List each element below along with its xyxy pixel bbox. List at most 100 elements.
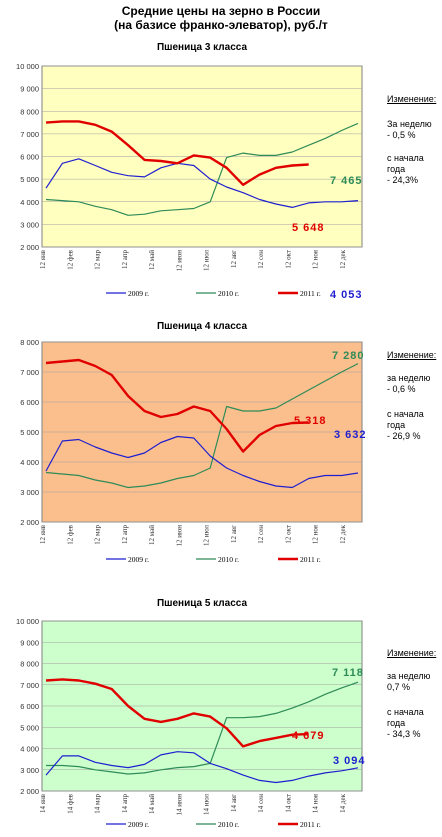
x-tick-label: 14 фев [66,793,74,813]
ytd-value: - 24,3% [387,175,419,185]
ytd-label-2: года [387,164,406,174]
x-tick-label: 14 окт [284,794,292,813]
change-panel: Изменение: за неделю - 0,6 % с начала года - … [387,350,442,442]
week-value: 0,7 % [387,682,411,692]
series-line-2009г [45,751,359,784]
last-value-label: 4 679 [292,730,325,742]
y-tick-label: 4 000 [20,458,39,467]
x-tick-label: 12 ноя [312,249,320,269]
x-tick-label: 14 май [148,794,156,814]
last-value-label: 7 118 [332,667,364,679]
x-tick-label: 12 окт [284,250,292,269]
x-tick-label: 14 июн [175,794,183,816]
y-tick-label: 8 000 [20,660,39,669]
y-tick-label: 8 000 [20,107,39,116]
ytd-label-2: года [387,718,406,728]
series-line-2010г [46,681,359,775]
x-tick-label: 14 авг [230,794,238,812]
last-value-label: 3 094 [333,755,366,767]
y-tick-label: 10 000 [16,62,39,71]
last-value-label: 7 280 [332,350,365,362]
y-tick-label: 5 000 [20,723,39,732]
legend-label: 2011 г. [300,289,321,298]
last-value-label: 3 632 [334,429,367,441]
x-tick-label: 14 ноя [312,793,320,813]
x-tick-label: 14 июл [203,793,211,815]
x-tick-label: 12 янв [39,524,47,544]
x-tick-label: 14 янв [39,793,47,813]
y-tick-label: 9 000 [20,638,39,647]
last-value-label: 5 318 [294,415,327,427]
ytd-label-1: с начала [387,707,424,717]
y-tick-label: 4 000 [20,198,39,207]
y-tick-label: 6 000 [20,398,39,407]
series-line-2011г [45,358,309,453]
x-tick-label: 12 окт [284,525,292,544]
y-tick-label: 7 000 [20,681,39,690]
y-tick-label: 3 000 [20,220,39,229]
x-tick-label: 14 мар [94,794,102,814]
series-line-2009г [45,435,359,489]
ytd-label-1: с начала [387,153,424,163]
chart-svg: 2 000 3 000 4 000 5 000 6 000 7 000 8 000 12 ян… [20,338,367,564]
ytd-value: - 34,3 % [387,729,421,739]
last-value-label: 4 053 [330,289,363,301]
y-tick-label: 5 000 [20,175,39,184]
x-tick-label: 12 фев [66,524,74,544]
change-panel: Изменение: За неделю - 0,5 % с начала года - … [387,94,442,186]
week-label: за неделю [387,373,431,383]
series-line-2011г [45,120,309,187]
y-tick-label: 6 000 [20,702,39,711]
y-tick-label: 5 000 [20,428,39,437]
legend-label: 2009 г. [128,289,149,298]
change-header: Изменение: [387,94,437,104]
legend-label: 2009 г. [128,820,149,829]
week-label: за неделю [387,671,431,681]
x-tick-label: 12 дек [339,524,347,543]
x-tick-label: 12 сен [257,525,265,544]
change-header: Изменение: [387,350,437,360]
legend-label: 2011 г. [300,820,321,829]
x-tick-label: 12 июн [175,525,183,547]
legend-label: 2009 г. [128,555,149,564]
chart-title: Пшеница 4 класса [156,321,248,332]
last-value-label: 5 648 [292,222,325,234]
x-tick-label: 12 ноя [312,524,320,544]
x-tick-label: 12 апр [121,250,129,270]
week-value: - 0,5 % [387,130,416,140]
main-title-line1: Средние цены на зерно в России [121,4,321,18]
x-tick-label: 12 май [148,250,156,270]
main-title-line2: (на базисе франко-элеватор), руб./т [114,18,328,32]
y-tick-label: 10 000 [16,617,39,626]
y-tick-label: 7 000 [20,130,39,139]
week-value: - 0,6 % [387,384,416,394]
y-tick-label: 8 000 [20,338,39,347]
change-panel: Изменение: за неделю 0,7 % с начала года - 34… [387,648,442,740]
chart-svg: 2 000 3 000 4 000 5 000 6 000 7 000 8 000 9 000… [16,617,366,829]
series-line-2010г [45,122,359,216]
series-line-2009г [45,158,359,208]
x-tick-label: 12 июл [203,249,211,271]
x-tick-label: 14 сен [257,794,265,813]
y-tick-label: 2 000 [20,518,39,527]
change-header: Изменение: [387,648,437,658]
ytd-label-2: года [387,420,406,430]
chart-svg: 2 000 3 000 4 000 5 000 6 000 7 000 8 000 9 000… [16,62,363,301]
legend-label: 2010 г. [218,555,239,564]
x-tick-label: 12 июн [175,250,183,272]
x-tick-label: 12 янв [39,249,47,269]
x-tick-label: 12 июл [203,524,211,546]
x-tick-label: 12 сен [257,250,265,269]
x-tick-label: 14 дек [339,793,347,812]
ytd-value: - 26,9 % [387,431,421,441]
y-tick-label: 6 000 [20,153,39,162]
series-line-2011г [45,678,309,748]
x-tick-label: 12 фев [66,249,74,269]
legend-label: 2010 г. [218,289,239,298]
y-tick-label: 3 000 [20,488,39,497]
x-tick-label: 12 мар [94,250,102,270]
y-tick-label: 2 000 [20,243,39,252]
chart-title: Пшеница 3 класса [156,42,248,53]
x-tick-label: 14 апр [121,794,129,814]
x-tick-label: 12 авг [230,525,238,543]
